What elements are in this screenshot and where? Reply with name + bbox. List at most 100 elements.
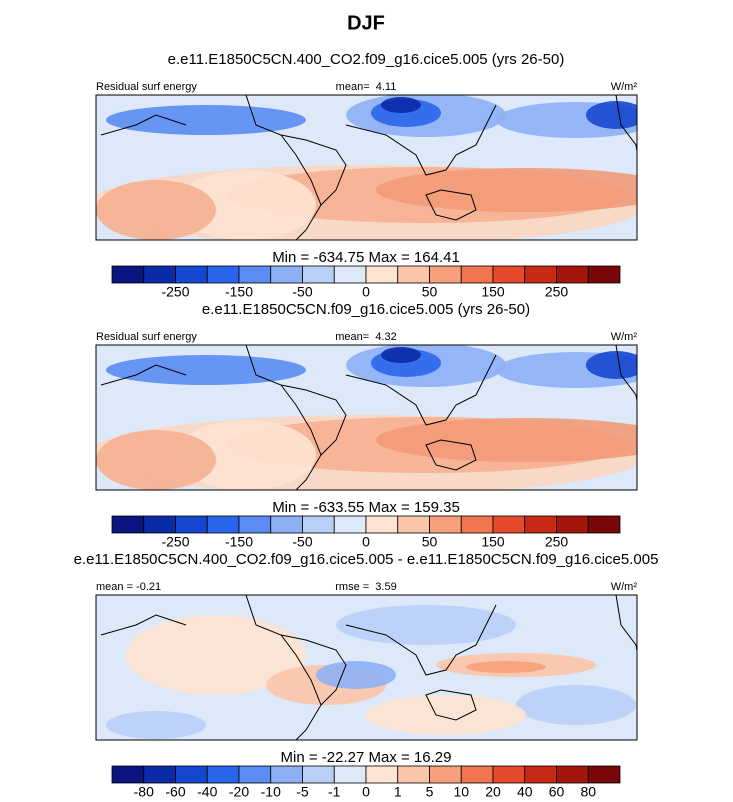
colorbar-box [143, 765, 176, 784]
colorbar-tick-label: -20 [229, 784, 249, 800]
colorbar-tick-label: -50 [292, 284, 312, 300]
colorbar-box [206, 265, 240, 284]
panel-title: e.e11.E1850C5CN.400_CO2.f09_g16.cice5.00… [74, 551, 659, 568]
colorbar-tick-label: 0 [362, 284, 370, 300]
colorbar-tick-label: 150 [481, 534, 505, 550]
map-label-center: mean= 4.11 [336, 81, 397, 93]
panel-title: e.e11.E1850C5CN.f09_g16.cice5.005 (yrs 2… [202, 301, 530, 318]
map [95, 94, 638, 241]
colorbar-tick-label: 5 [426, 784, 434, 800]
colorbar-tick-label: -250 [161, 284, 189, 300]
figure-title: DJF [347, 12, 385, 34]
coastline [425, 189, 477, 221]
field-patch [106, 355, 306, 385]
field-patch [126, 615, 306, 695]
colorbar-box [143, 265, 176, 284]
field-patch [376, 418, 637, 462]
colorbar-box [365, 515, 399, 534]
field-patch [176, 420, 316, 490]
colorbar-box [556, 515, 589, 534]
colorbar-box [238, 265, 272, 284]
colorbar-box [111, 265, 145, 284]
coastline [245, 95, 322, 240]
coastline [100, 114, 187, 136]
colorbar-box [238, 765, 272, 784]
colorbar-box [333, 515, 367, 534]
field-patch [366, 695, 526, 735]
colorbar-box [238, 515, 272, 534]
colorbar-box [111, 765, 145, 784]
colorbar-box [302, 265, 335, 284]
coastline [100, 364, 187, 386]
colorbar-box [429, 765, 462, 784]
colorbar-box [556, 765, 589, 784]
colorbar-box [524, 765, 557, 784]
colorbar-box [270, 515, 303, 534]
colorbar-box [429, 265, 462, 284]
colorbar-tick-label: -10 [261, 784, 281, 800]
colorbar-tick-label: -50 [292, 534, 312, 550]
map-label-left: Residual surf energy [96, 331, 197, 343]
colorbar-box [206, 515, 240, 534]
colorbar-box [460, 515, 494, 534]
field-patch [381, 347, 421, 363]
field-patch [381, 97, 421, 113]
field-patch [176, 170, 316, 240]
map-label-right: W/m² [611, 81, 638, 93]
colorbar-box [143, 515, 176, 534]
colorbar-tick-label: -60 [165, 784, 185, 800]
colorbar-box [460, 265, 494, 284]
colorbar-box [111, 515, 145, 534]
colorbar-tick-label: 0 [362, 784, 370, 800]
colorbar-tick-label: 50 [422, 534, 438, 550]
colorbar-box [524, 515, 557, 534]
colorbar-box [429, 515, 462, 534]
map-label-center: mean= 4.32 [335, 331, 396, 343]
coastline [615, 595, 637, 655]
field-patch [376, 168, 637, 212]
colorbar-box [302, 515, 335, 534]
map-frame [95, 594, 638, 741]
field-patch [336, 605, 516, 645]
stats-label: Min = -634.75 Max = 164.41 [272, 249, 460, 266]
field-patch [316, 661, 396, 689]
field-patch [516, 685, 636, 725]
colorbar-box [365, 765, 399, 784]
colorbar-box [175, 265, 208, 284]
colorbar-box [270, 265, 303, 284]
colorbar-tick-label: -5 [296, 784, 309, 800]
colorbar-box [587, 515, 621, 534]
colorbar-tick-label: -150 [225, 534, 253, 550]
field-patch [96, 430, 216, 490]
map-label-right: W/m² [611, 581, 638, 593]
field-patch [586, 351, 637, 379]
coastline [245, 595, 322, 740]
colorbar-box [587, 265, 621, 284]
coastline [345, 104, 497, 176]
colorbar-box [333, 765, 367, 784]
coastline [425, 439, 477, 471]
stats-label: Min = -22.27 Max = 16.29 [281, 749, 452, 766]
coastline [615, 345, 637, 405]
coastline [280, 384, 347, 456]
colorbar-tick-label: 50 [422, 284, 438, 300]
map-label-right: W/m² [611, 331, 638, 343]
colorbar-tick-label: -40 [197, 784, 217, 800]
colorbar-tick-label: 10 [453, 784, 469, 800]
coastline [100, 614, 187, 636]
colorbar-tick-label: 250 [545, 534, 569, 550]
colorbar-tick-label: 20 [485, 784, 501, 800]
colorbar-box [175, 515, 208, 534]
field-patch [106, 105, 306, 135]
coastline [280, 634, 347, 706]
colorbar-tick-label: 80 [580, 784, 596, 800]
map [95, 594, 638, 741]
coastline [345, 604, 497, 676]
map-frame [95, 344, 638, 491]
colorbar-tick-label: -80 [134, 784, 154, 800]
map-label-center: rmse = 3.59 [335, 581, 396, 593]
coastline [615, 95, 637, 155]
colorbar-box [492, 265, 526, 284]
panel-title: e.e11.E1850C5CN.400_CO2.f09_g16.cice5.00… [168, 51, 565, 68]
